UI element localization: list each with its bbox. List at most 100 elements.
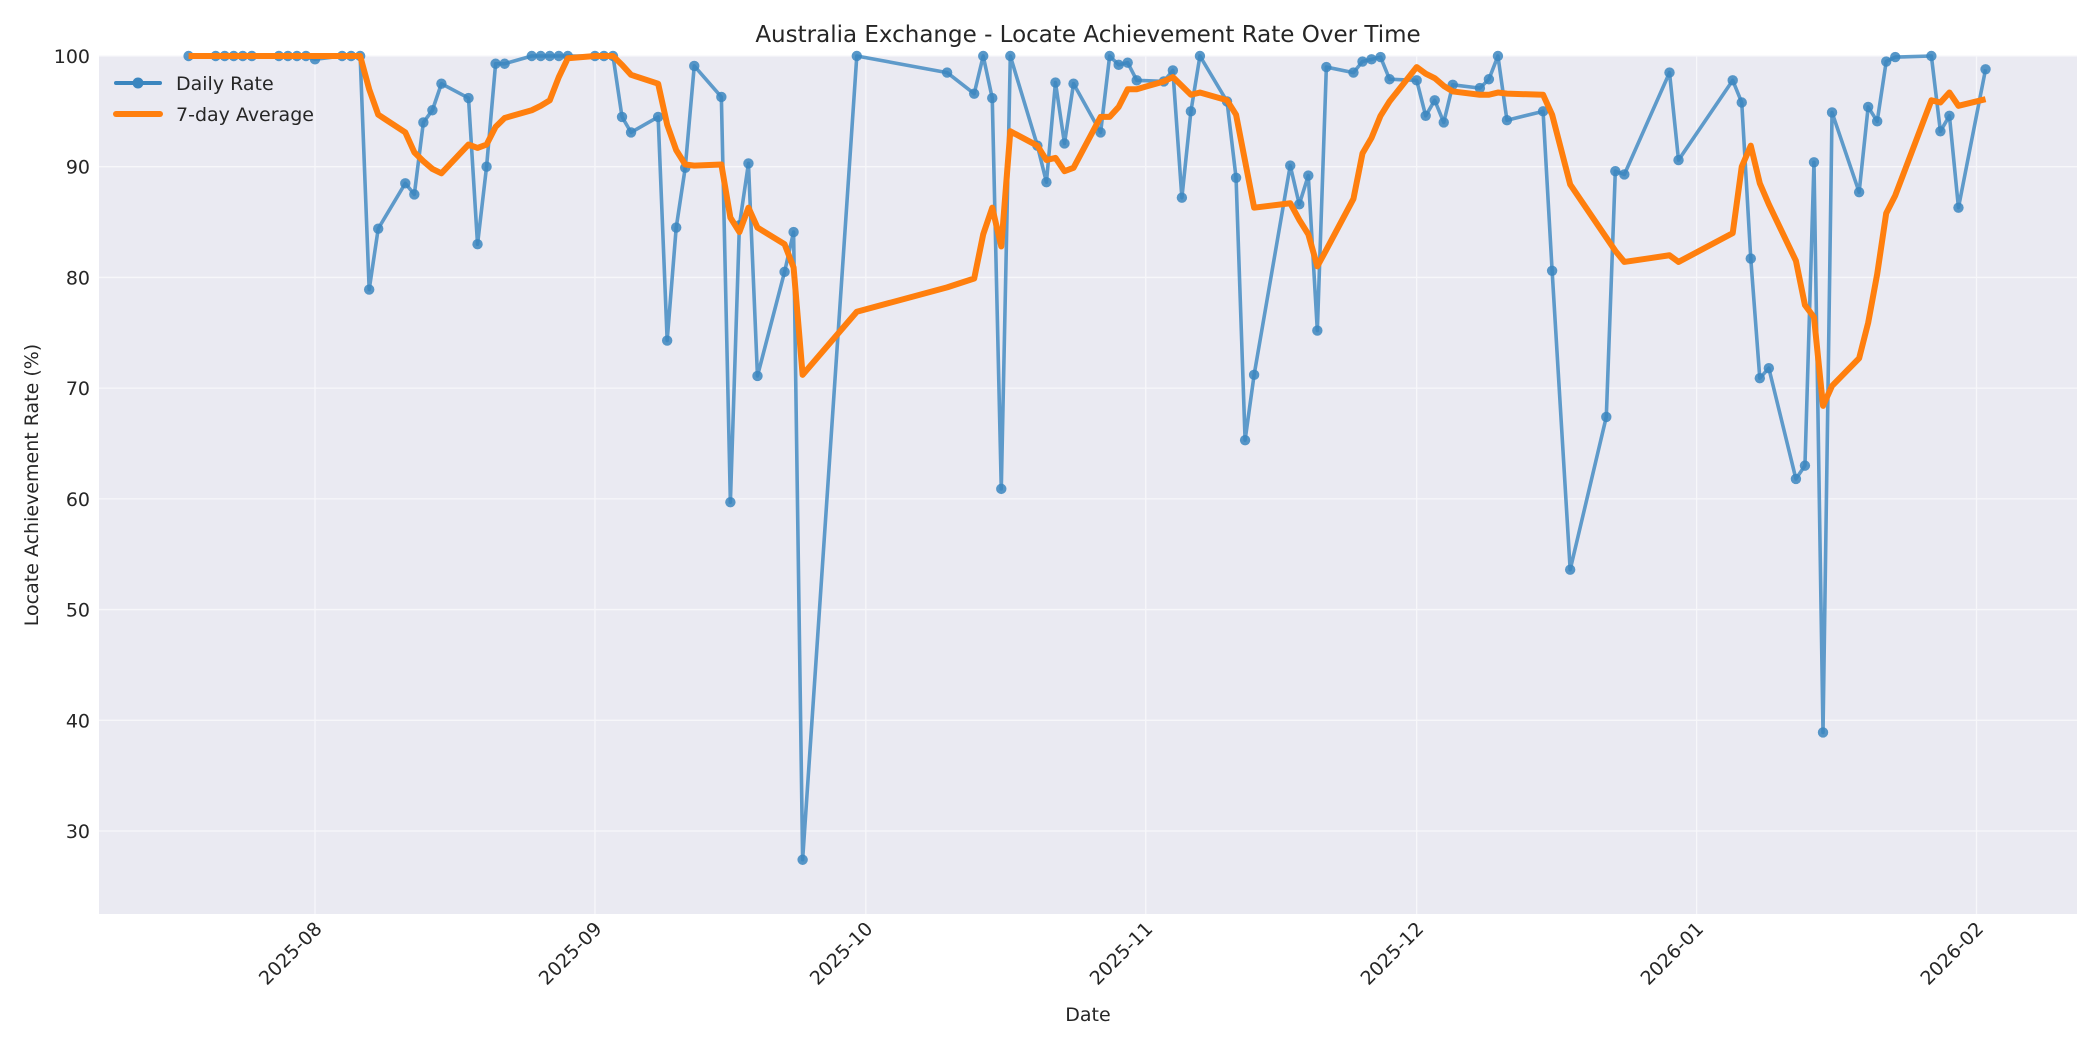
daily-rate-marker — [481, 161, 492, 172]
plot-area — [99, 56, 2077, 914]
daily-rate-marker — [499, 58, 510, 69]
daily-rate-marker — [788, 226, 799, 238]
daily-rate-marker — [1926, 50, 1937, 62]
daily-rate-marker — [1131, 75, 1142, 86]
daily-rate-marker — [616, 111, 628, 123]
daily-rate-marker — [1041, 177, 1052, 188]
daily-rate-marker — [1492, 50, 1504, 62]
daily-rate-marker — [1862, 101, 1874, 113]
daily-rate-marker — [1420, 110, 1431, 121]
daily-rate-marker — [1005, 50, 1016, 62]
daily-rate-marker — [409, 189, 420, 200]
daily-rate-marker — [1312, 325, 1323, 336]
daily-rate-marker — [418, 117, 429, 128]
daily-rate-marker — [1754, 372, 1766, 384]
daily-rate-marker — [544, 50, 555, 62]
daily-rate-marker — [1411, 75, 1422, 86]
daily-rate-marker — [1348, 67, 1359, 78]
series-lines — [183, 50, 1991, 865]
daily-rate-marker — [490, 58, 501, 69]
daily-rate-marker — [1817, 727, 1829, 738]
daily-rate-marker — [1248, 369, 1260, 381]
daily-rate-marker — [1104, 50, 1115, 62]
daily-rate-marker — [652, 111, 664, 123]
daily-rate-marker — [535, 50, 546, 62]
daily-rate-marker — [725, 496, 736, 508]
y-tick-label: 100 — [54, 46, 90, 68]
x-tick-label: 2025-08 — [255, 918, 327, 990]
daily-rate-marker — [1194, 50, 1206, 62]
daily-rate-marker — [1601, 411, 1612, 423]
daily-rate-marker — [1871, 116, 1883, 127]
daily-rate-marker — [1059, 138, 1070, 149]
daily-rate-marker — [436, 78, 447, 89]
daily-rate-marker — [1474, 82, 1486, 94]
daily-rate-marker — [978, 50, 989, 62]
daily-rate-marker — [427, 105, 438, 116]
daily-rate-marker — [1953, 202, 1964, 213]
y-tick-label: 90 — [66, 157, 90, 179]
daily-rate-marker — [1537, 106, 1549, 117]
daily-rate-marker — [1384, 74, 1395, 85]
y-tick-label: 30 — [66, 821, 90, 843]
daily-rate-marker — [1564, 564, 1576, 575]
daily-rate-marker — [1610, 165, 1621, 177]
x-axis-ticks: 2025-08 2025-09 2025-10 2025-11 2025-12 2026-… — [255, 918, 1988, 990]
daily-rate-marker — [1176, 192, 1188, 203]
daily-rate-marker — [1068, 78, 1079, 89]
daily-rate-marker — [671, 222, 682, 233]
legend-label-daily-rate: Daily Rate — [176, 73, 274, 95]
daily-rate-marker — [1483, 74, 1495, 85]
daily-rate-marker — [1230, 172, 1242, 183]
x-tick-label: 2026-01 — [1636, 918, 1708, 990]
x-tick-label: 2025-12 — [1357, 918, 1429, 990]
daily-rate-marker — [851, 50, 862, 62]
daily-rate-marker — [1303, 170, 1314, 181]
daily-rate-marker — [1853, 186, 1865, 198]
daily-rate-marker — [968, 88, 980, 99]
legend-label-7-day-average: 7-day Average — [176, 104, 314, 126]
daily-rate-marker — [463, 92, 474, 104]
x-tick-label: 2025-11 — [1086, 918, 1158, 990]
daily-rate-marker — [661, 335, 673, 346]
x-axis-label: Date — [1065, 1004, 1110, 1026]
y-tick-label: 50 — [66, 600, 90, 622]
daily-rate-marker — [1113, 59, 1124, 71]
daily-rate-marker — [1619, 169, 1630, 180]
daily-rate-marker — [1944, 110, 1955, 121]
daily-rate-marker — [996, 483, 1007, 495]
daily-rate-marker — [743, 158, 754, 169]
daily-rate-marker — [1375, 51, 1386, 63]
legend: Daily Rate 7-day Average — [113, 73, 314, 126]
daily-rate-marker — [1826, 107, 1838, 118]
daily-rate-marker — [716, 91, 727, 103]
daily-rate-marker — [752, 370, 763, 382]
daily-rate-marker — [1799, 460, 1811, 471]
daily-rate-marker — [1881, 56, 1892, 67]
daily-rate-marker — [779, 266, 790, 278]
daily-rate-marker — [689, 60, 700, 72]
y-axis-ticks: 30 40 50 60 70 80 90 100 — [54, 46, 90, 843]
daily-rate-marker — [1294, 199, 1305, 210]
daily-rate-marker — [1429, 95, 1440, 106]
y-tick-label: 60 — [66, 489, 90, 511]
y-axis-label: Locate Achievement Rate (%) — [21, 344, 43, 626]
legend-item-daily-rate: Daily Rate — [114, 73, 274, 95]
legend-item-7-day-average: 7-day Average — [113, 104, 314, 126]
daily-rate-marker — [1890, 51, 1901, 63]
seven-day-average-line — [188, 53, 1987, 409]
x-tick-label: 2026-02 — [1916, 918, 1988, 990]
daily-rate-marker — [1980, 64, 1991, 75]
daily-rate-marker — [941, 67, 953, 78]
daily-rate-marker — [1239, 434, 1251, 446]
daily-rate-marker — [625, 127, 637, 138]
daily-rate-marker — [1122, 57, 1133, 68]
daily-rate-marker — [373, 223, 384, 234]
x-tick-label: 2025-09 — [535, 918, 607, 990]
y-tick-label: 70 — [66, 378, 90, 400]
daily-rate-marker — [1050, 77, 1061, 88]
daily-rate-marker — [1808, 157, 1820, 168]
daily-rate-marker — [400, 178, 411, 189]
